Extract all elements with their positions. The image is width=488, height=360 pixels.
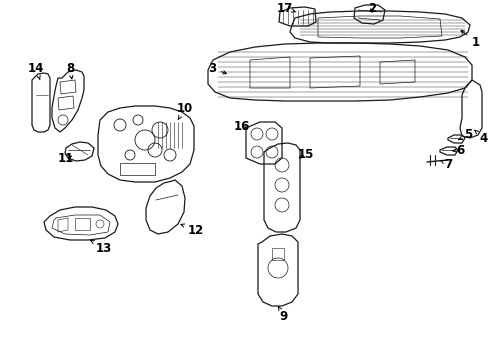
Text: 13: 13 <box>90 240 112 255</box>
Text: 7: 7 <box>440 158 451 171</box>
Text: 12: 12 <box>181 224 203 237</box>
Text: 3: 3 <box>207 62 226 75</box>
Text: 10: 10 <box>177 102 193 120</box>
Text: 15: 15 <box>297 148 314 161</box>
Text: 1: 1 <box>460 30 479 49</box>
Text: 11: 11 <box>58 152 74 165</box>
Text: 14: 14 <box>28 62 44 80</box>
Text: 2: 2 <box>367 1 375 14</box>
Text: 4: 4 <box>474 130 487 144</box>
Text: 17: 17 <box>276 1 295 14</box>
Text: 16: 16 <box>233 120 250 132</box>
Text: 9: 9 <box>278 307 287 323</box>
Text: 6: 6 <box>452 144 463 157</box>
Text: 8: 8 <box>66 62 74 79</box>
Text: 5: 5 <box>458 129 471 141</box>
